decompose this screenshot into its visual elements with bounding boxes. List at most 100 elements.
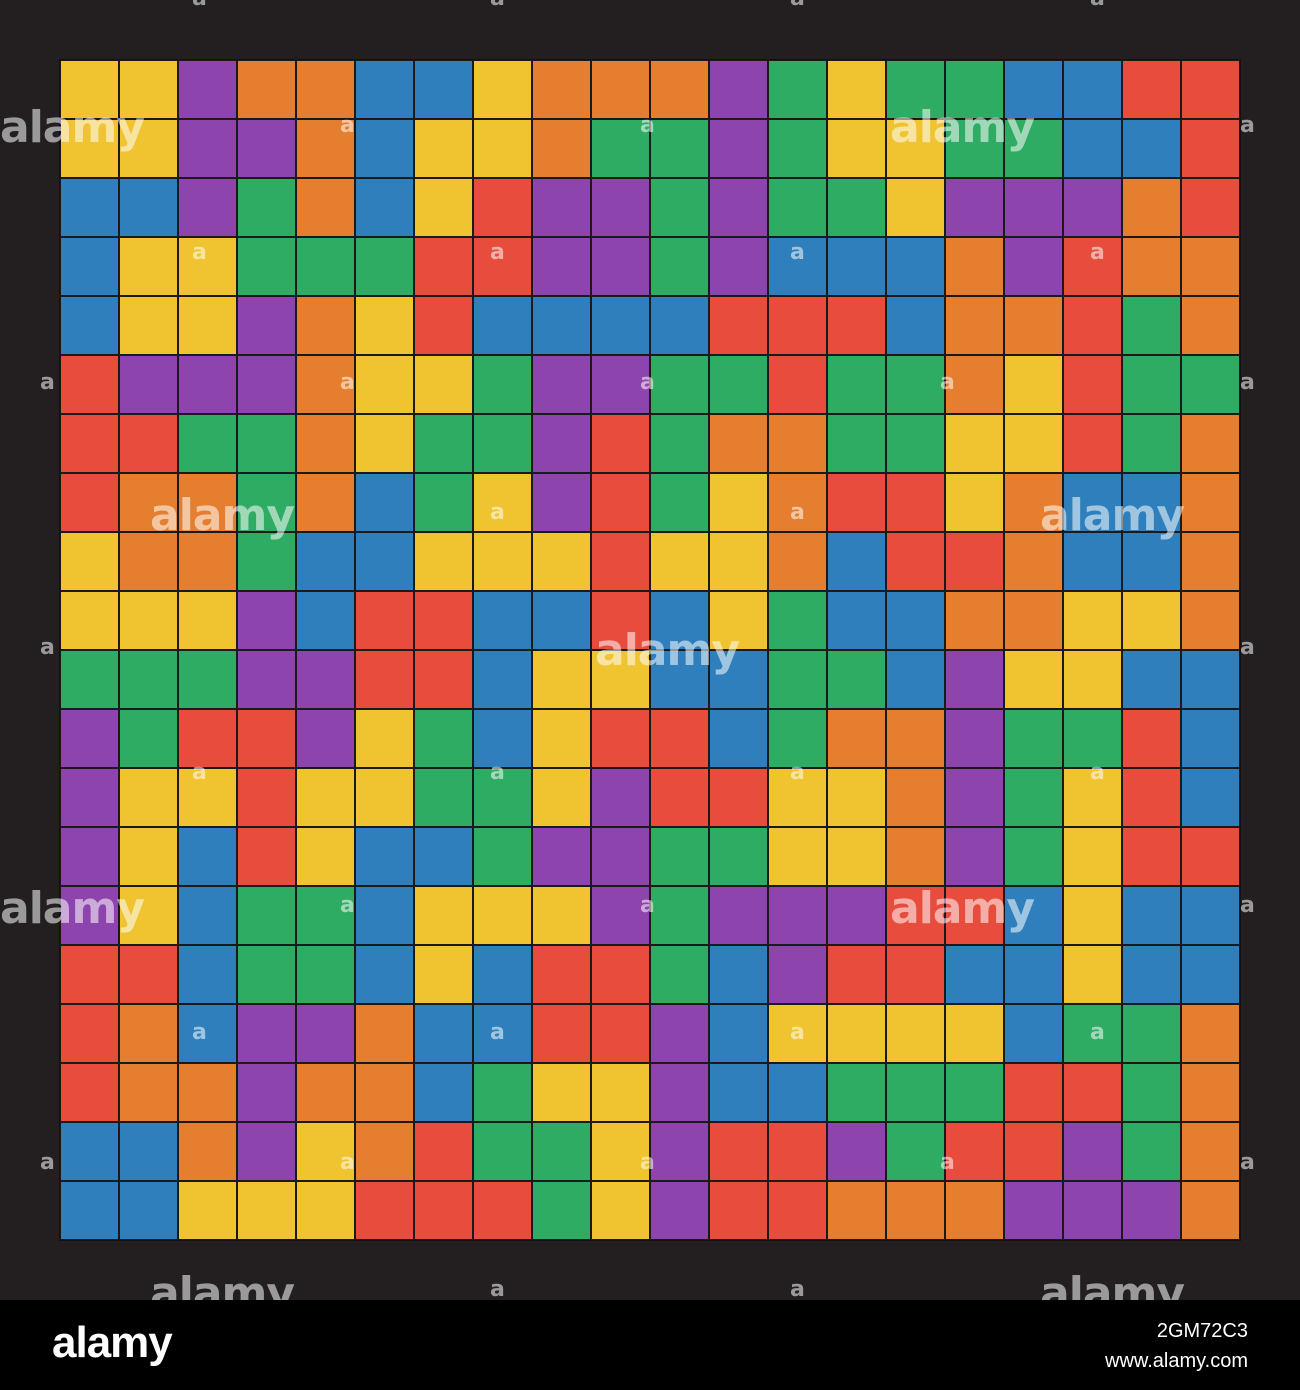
grid-cell[interactable] [886, 414, 945, 473]
grid-cell[interactable] [1122, 827, 1181, 886]
grid-cell[interactable] [768, 768, 827, 827]
grid-cell[interactable] [1122, 945, 1181, 1004]
grid-cell[interactable] [60, 178, 119, 237]
grid-cell[interactable] [473, 473, 532, 532]
grid-cell[interactable] [1122, 1063, 1181, 1122]
grid-cell[interactable] [1181, 237, 1240, 296]
grid-cell[interactable] [1122, 473, 1181, 532]
grid-cell[interactable] [532, 178, 591, 237]
grid-cell[interactable] [1122, 768, 1181, 827]
grid-cell[interactable] [473, 1122, 532, 1181]
grid-cell[interactable] [591, 119, 650, 178]
grid-cell[interactable] [414, 945, 473, 1004]
grid-cell[interactable] [1063, 945, 1122, 1004]
grid-cell[interactable] [237, 414, 296, 473]
grid-cell[interactable] [60, 709, 119, 768]
grid-cell[interactable] [414, 60, 473, 119]
grid-cell[interactable] [1122, 650, 1181, 709]
grid-cell[interactable] [414, 1122, 473, 1181]
grid-cell[interactable] [591, 1122, 650, 1181]
grid-cell[interactable] [473, 650, 532, 709]
grid-cell[interactable] [178, 1063, 237, 1122]
grid-cell[interactable] [60, 296, 119, 355]
grid-cell[interactable] [532, 119, 591, 178]
grid-cell[interactable] [178, 1004, 237, 1063]
grid-cell[interactable] [296, 355, 355, 414]
grid-cell[interactable] [886, 1004, 945, 1063]
grid-cell[interactable] [1122, 355, 1181, 414]
grid-cell[interactable] [650, 591, 709, 650]
grid-cell[interactable] [237, 532, 296, 591]
grid-cell[interactable] [237, 650, 296, 709]
grid-cell[interactable] [886, 237, 945, 296]
grid-cell[interactable] [473, 1181, 532, 1240]
grid-cell[interactable] [532, 1181, 591, 1240]
grid-cell[interactable] [709, 886, 768, 945]
grid-cell[interactable] [827, 60, 886, 119]
grid-cell[interactable] [355, 650, 414, 709]
grid-cell[interactable] [355, 709, 414, 768]
grid-cell[interactable] [1181, 1004, 1240, 1063]
grid-cell[interactable] [532, 1063, 591, 1122]
grid-cell[interactable] [414, 768, 473, 827]
grid-cell[interactable] [1063, 1063, 1122, 1122]
grid-cell[interactable] [1004, 650, 1063, 709]
grid-cell[interactable] [827, 650, 886, 709]
grid-cell[interactable] [709, 1004, 768, 1063]
grid-cell[interactable] [945, 473, 1004, 532]
grid-cell[interactable] [886, 473, 945, 532]
grid-cell[interactable] [1004, 1063, 1063, 1122]
grid-cell[interactable] [532, 709, 591, 768]
grid-cell[interactable] [827, 945, 886, 1004]
grid-cell[interactable] [768, 650, 827, 709]
grid-cell[interactable] [886, 355, 945, 414]
grid-cell[interactable] [119, 60, 178, 119]
grid-cell[interactable] [591, 945, 650, 1004]
grid-cell[interactable] [1063, 1122, 1122, 1181]
grid-cell[interactable] [237, 60, 296, 119]
grid-cell[interactable] [178, 355, 237, 414]
grid-cell[interactable] [945, 178, 1004, 237]
grid-cell[interactable] [119, 768, 178, 827]
grid-cell[interactable] [1122, 709, 1181, 768]
grid-cell[interactable] [237, 591, 296, 650]
grid-cell[interactable] [1004, 945, 1063, 1004]
grid-cell[interactable] [1004, 178, 1063, 237]
grid-cell[interactable] [532, 768, 591, 827]
grid-cell[interactable] [60, 355, 119, 414]
grid-cell[interactable] [709, 414, 768, 473]
grid-cell[interactable] [768, 1063, 827, 1122]
grid-cell[interactable] [296, 827, 355, 886]
grid-cell[interactable] [1181, 178, 1240, 237]
grid-cell[interactable] [709, 768, 768, 827]
grid-cell[interactable] [1004, 1122, 1063, 1181]
grid-cell[interactable] [1004, 355, 1063, 414]
grid-cell[interactable] [709, 945, 768, 1004]
grid-cell[interactable] [473, 119, 532, 178]
grid-cell[interactable] [1004, 532, 1063, 591]
grid-cell[interactable] [709, 1181, 768, 1240]
grid-cell[interactable] [1181, 119, 1240, 178]
grid-cell[interactable] [945, 768, 1004, 827]
grid-cell[interactable] [1063, 414, 1122, 473]
grid-cell[interactable] [414, 1063, 473, 1122]
grid-cell[interactable] [473, 945, 532, 1004]
grid-cell[interactable] [768, 945, 827, 1004]
grid-cell[interactable] [296, 1122, 355, 1181]
grid-cell[interactable] [1063, 237, 1122, 296]
grid-cell[interactable] [650, 237, 709, 296]
grid-cell[interactable] [60, 532, 119, 591]
grid-cell[interactable] [296, 473, 355, 532]
grid-cell[interactable] [827, 237, 886, 296]
grid-cell[interactable] [296, 886, 355, 945]
grid-cell[interactable] [709, 1122, 768, 1181]
grid-cell[interactable] [237, 178, 296, 237]
grid-cell[interactable] [1181, 709, 1240, 768]
grid-cell[interactable] [1181, 355, 1240, 414]
grid-cell[interactable] [1004, 1181, 1063, 1240]
grid-cell[interactable] [178, 414, 237, 473]
grid-cell[interactable] [296, 709, 355, 768]
grid-cell[interactable] [414, 296, 473, 355]
grid-cell[interactable] [709, 296, 768, 355]
grid-cell[interactable] [945, 532, 1004, 591]
